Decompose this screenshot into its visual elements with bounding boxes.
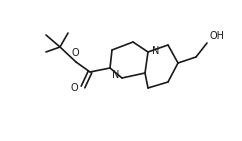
Text: O: O bbox=[70, 83, 78, 93]
Text: N: N bbox=[112, 70, 119, 80]
Text: OH: OH bbox=[210, 31, 225, 41]
Text: N: N bbox=[152, 46, 159, 56]
Text: O: O bbox=[71, 48, 79, 58]
